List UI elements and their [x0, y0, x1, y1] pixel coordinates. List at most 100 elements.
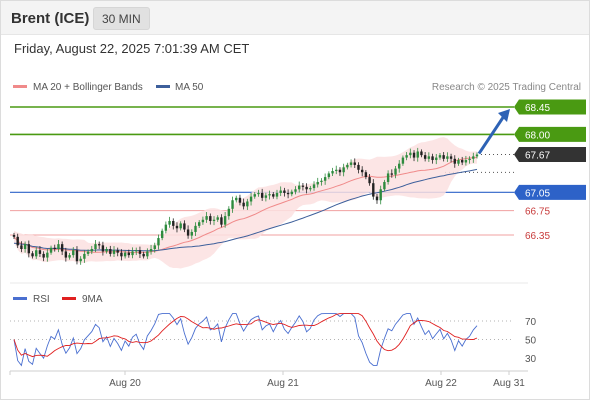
support-label-5: 66.35: [525, 231, 550, 242]
candle-body: [249, 196, 253, 202]
candle-body: [109, 249, 112, 254]
candle-body: [468, 158, 471, 161]
candle: [12, 232, 16, 239]
candle-body: [68, 255, 71, 258]
candle-body: [20, 245, 23, 250]
candle: [90, 245, 93, 255]
candle: [372, 179, 375, 200]
candle: [23, 241, 27, 253]
forecast-arrow: [477, 109, 510, 155]
candle-body: [275, 192, 279, 197]
candle-body: [198, 222, 201, 226]
candle-body: [86, 251, 90, 254]
candle-body: [383, 181, 386, 190]
support-label-4: 66.75: [525, 207, 550, 218]
resistance-tag-0: [514, 99, 586, 115]
candle-body: [75, 250, 79, 262]
candle-body: [398, 163, 401, 169]
candle: [160, 228, 164, 241]
candle-body: [179, 223, 182, 229]
candle: [272, 192, 275, 199]
candle: [460, 156, 464, 166]
candle-body: [327, 173, 331, 178]
candle: [79, 256, 82, 265]
candle: [183, 220, 186, 233]
candle-body: [138, 250, 142, 254]
candle-body: [90, 249, 93, 252]
candle: [94, 240, 97, 253]
candle-body: [272, 194, 275, 197]
candle-body: [123, 252, 127, 257]
candle-body: [386, 173, 390, 182]
candle: [435, 153, 438, 165]
candle-body: [290, 191, 293, 195]
candle-body: [331, 171, 334, 174]
timeframe-button[interactable]: 30 MIN: [93, 7, 150, 30]
candle: [49, 245, 53, 255]
candle: [175, 222, 179, 233]
candle-body: [164, 224, 168, 231]
candlesticks: [12, 147, 479, 265]
candle: [64, 247, 68, 262]
candle: [472, 152, 475, 163]
candle: [205, 212, 208, 223]
candle: [246, 198, 249, 210]
candle-body: [16, 236, 19, 246]
candle-body: [209, 216, 212, 221]
rsi-tick-30: 30: [525, 354, 537, 365]
candle-body: [438, 155, 442, 158]
candle: [301, 183, 305, 191]
price-tags: 68.45 68.00 67.67 67.05 66.75 66.35: [514, 99, 586, 242]
candle: [264, 192, 268, 202]
candle: [16, 233, 19, 248]
candle-body: [116, 250, 119, 253]
candle: [438, 153, 442, 160]
candle: [390, 169, 394, 178]
candle-body: [220, 217, 223, 225]
candle: [449, 153, 453, 163]
candle-body: [46, 252, 49, 258]
candle-body: [442, 155, 445, 159]
candle-body: [172, 220, 175, 226]
candle: [427, 152, 431, 162]
candle: [235, 195, 238, 203]
candle: [31, 251, 34, 259]
candle: [457, 157, 460, 166]
candle: [368, 173, 371, 186]
candle-body: [235, 197, 238, 201]
candle: [149, 244, 153, 255]
candle: [398, 160, 401, 173]
rsi-tick-50: 50: [525, 336, 537, 347]
candle: [20, 241, 23, 253]
candle-body: [464, 160, 468, 163]
x-axis: Aug 20 Aug 21 Aug 22 Aug 31: [9, 371, 525, 389]
candle-body: [416, 151, 419, 158]
ma50-legend-label: MA 50: [175, 82, 204, 93]
candle-body: [453, 158, 456, 164]
candle: [201, 216, 205, 225]
candle: [146, 248, 149, 259]
candle-body: [320, 180, 323, 182]
candle: [216, 215, 219, 222]
candle: [453, 155, 456, 168]
candle-body: [223, 216, 227, 225]
candle-body: [146, 251, 149, 257]
candle-body: [375, 196, 379, 201]
candle-body: [346, 164, 349, 168]
candle: [153, 242, 156, 253]
candle-body: [101, 245, 105, 252]
candle: [442, 152, 445, 162]
candle: [394, 165, 397, 179]
candle-body: [420, 151, 423, 156]
ma20-line: [13, 157, 478, 254]
candle-body: [72, 250, 75, 256]
candle: [27, 240, 31, 258]
resistance-tag-label-1: 68.00: [525, 130, 550, 141]
candle: [416, 147, 419, 162]
instrument-title: Brent (ICE): [11, 10, 90, 27]
candle: [346, 162, 349, 170]
candle: [342, 163, 345, 177]
candle-body: [168, 220, 171, 225]
candle: [260, 188, 264, 201]
candle: [112, 246, 116, 258]
